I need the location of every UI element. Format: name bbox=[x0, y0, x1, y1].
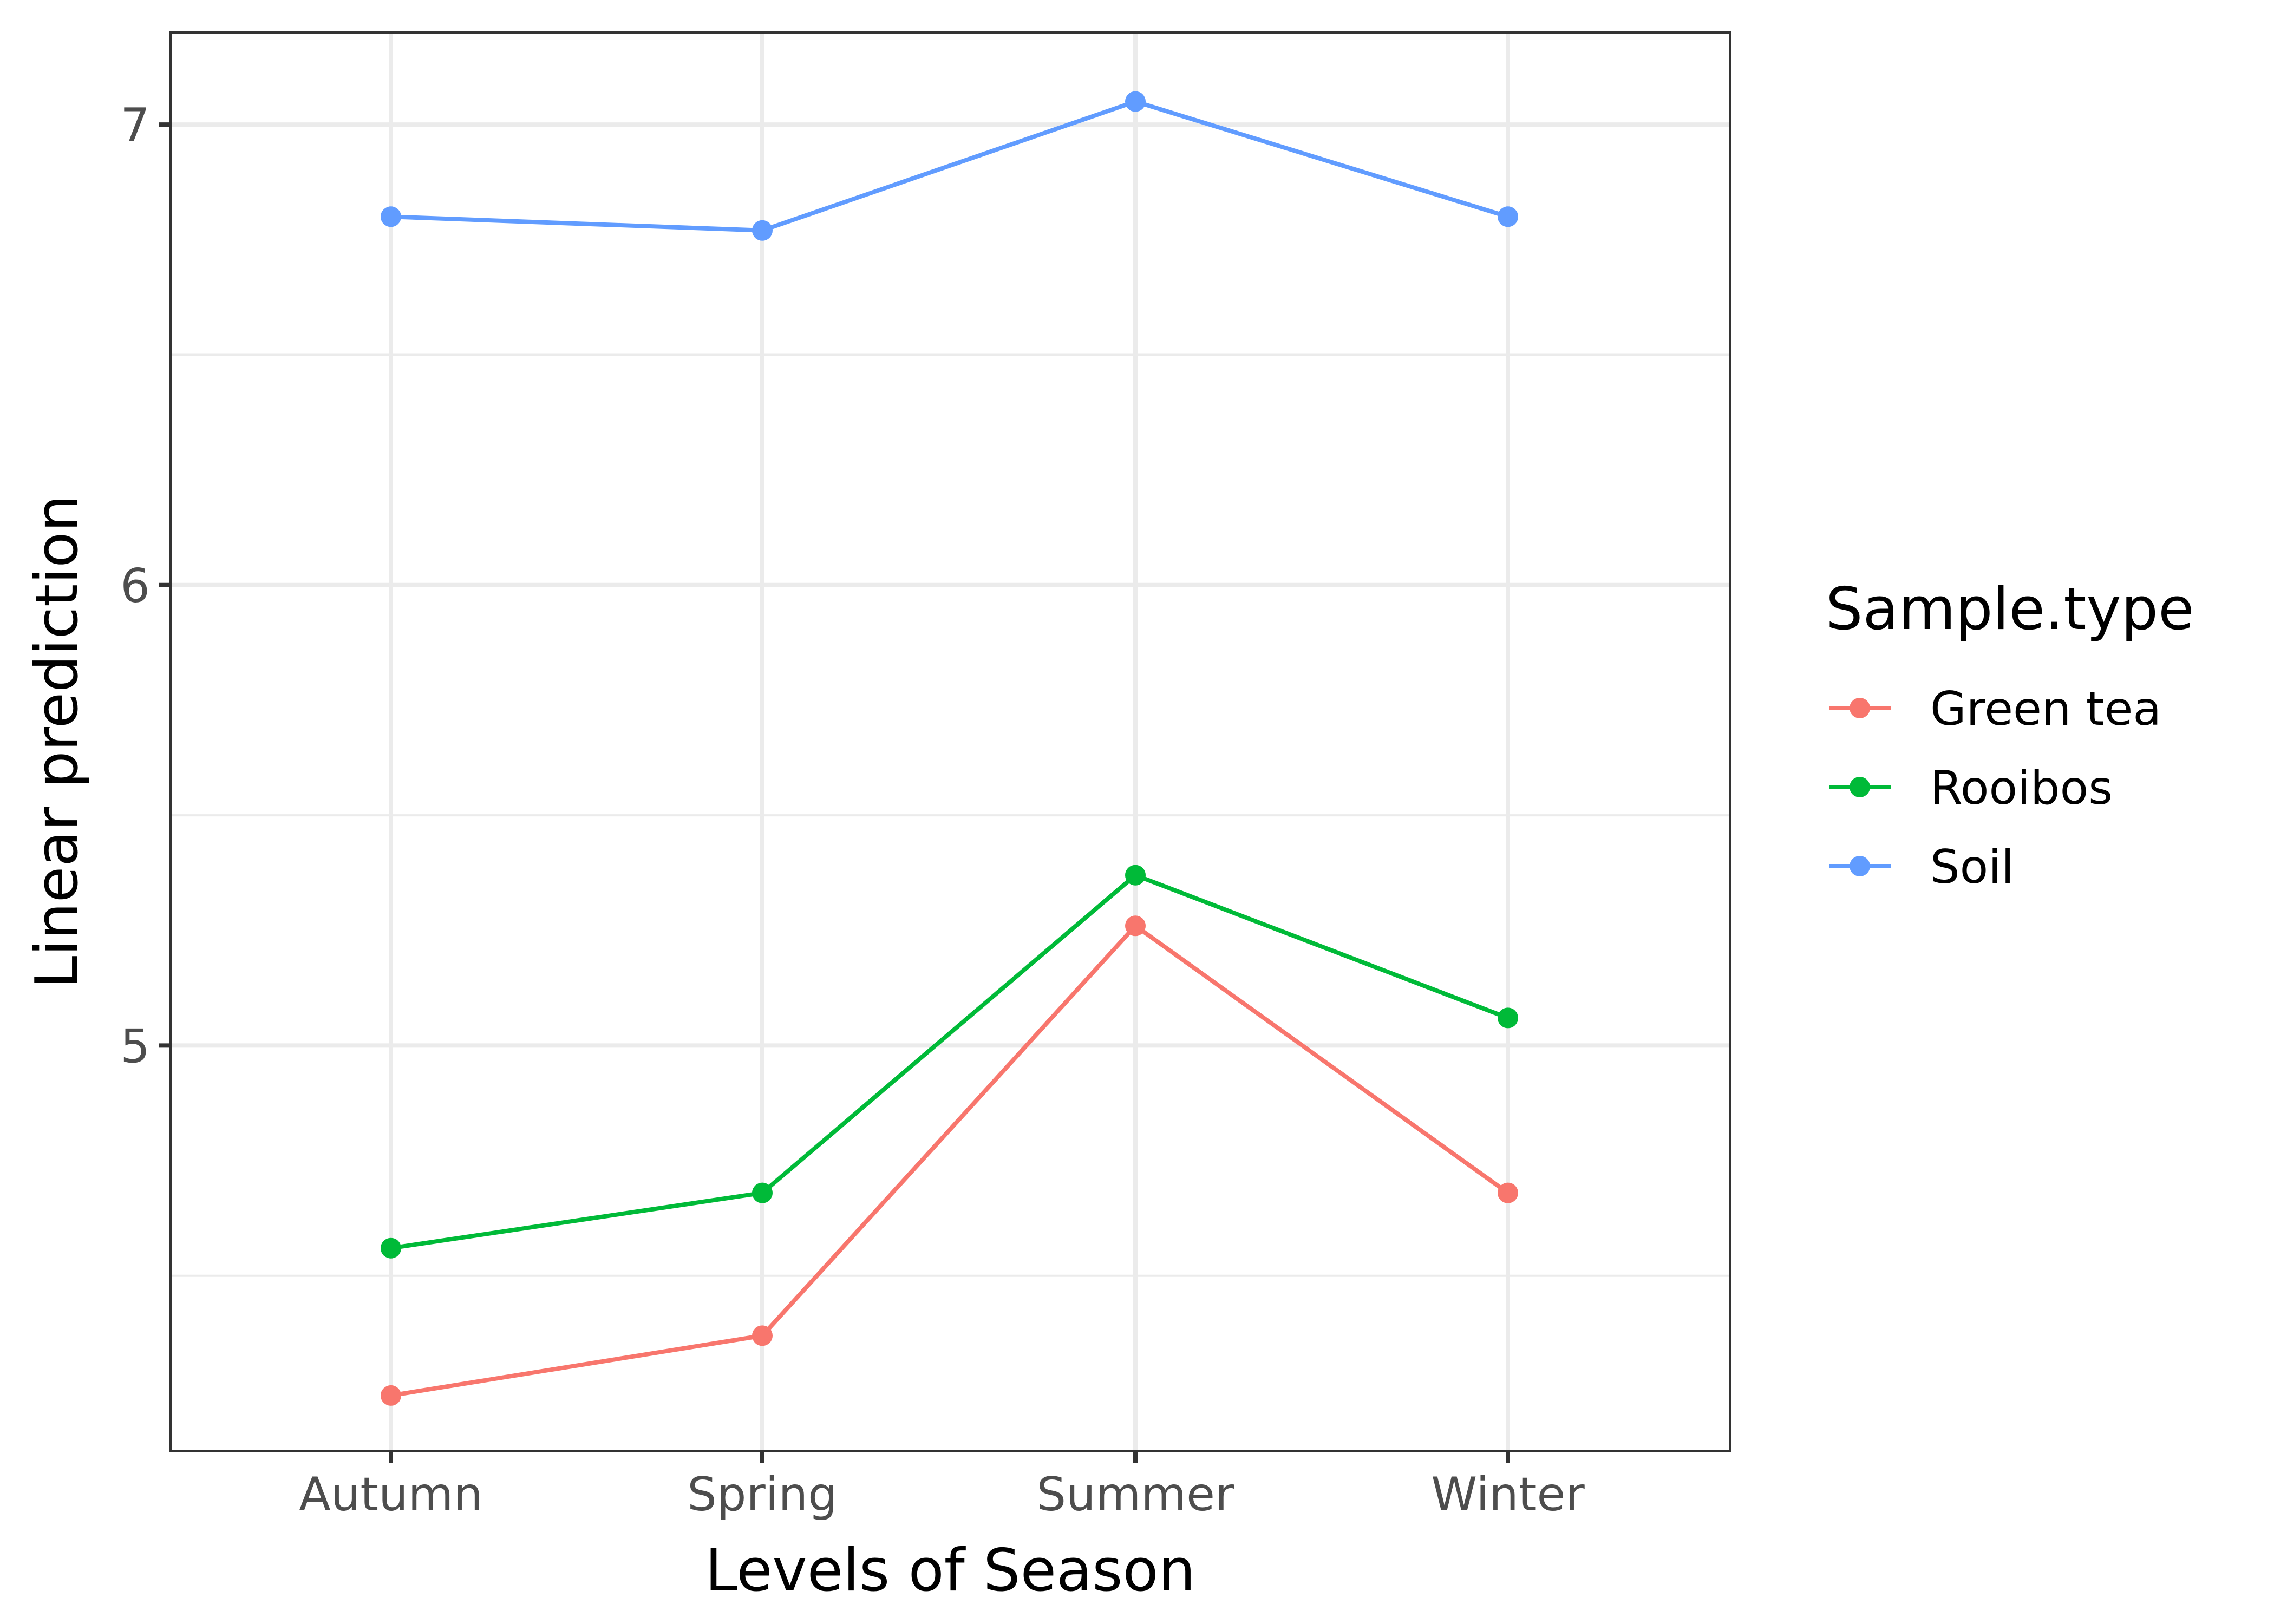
series-line-rooibos bbox=[390, 873, 1509, 1250]
x-axis: Autumn Spring Summer Winter bbox=[299, 1451, 1585, 1522]
data-point-rooibos-summer bbox=[1125, 865, 1146, 886]
y-tick-label: 7 bbox=[120, 99, 150, 153]
x-tick-label: Autumn bbox=[299, 1468, 483, 1522]
series-line-soil bbox=[390, 99, 1509, 233]
y-axis-title: Linear prediction bbox=[23, 495, 91, 988]
series-soil bbox=[381, 91, 1518, 241]
legend-key-point bbox=[1850, 856, 1870, 876]
legend-label: Rooibos bbox=[1930, 761, 2113, 815]
series-rooibos bbox=[381, 865, 1518, 1259]
x-tick-label: Winter bbox=[1431, 1468, 1585, 1522]
minor-gridlines bbox=[171, 353, 1730, 1277]
y-tick-label: 5 bbox=[120, 1019, 150, 1073]
legend-key-point bbox=[1850, 777, 1870, 797]
data-point-green-tea-winter bbox=[1498, 1182, 1518, 1203]
x-axis-title: Levels of Season bbox=[705, 1537, 1195, 1605]
data-point-soil-winter bbox=[1498, 206, 1518, 227]
legend-items: Green tea Rooibos Soil bbox=[1829, 682, 2161, 894]
data-point-green-tea-summer bbox=[1125, 915, 1146, 937]
series-layer bbox=[381, 91, 1518, 1406]
plot-panel bbox=[171, 32, 1730, 1451]
legend-title: Sample.type bbox=[1826, 575, 2194, 643]
legend-label: Soil bbox=[1930, 840, 2014, 894]
legend-item-green-tea: Green tea bbox=[1829, 682, 2161, 736]
series-green-tea bbox=[381, 915, 1518, 1406]
major-gridlines bbox=[171, 32, 1730, 1451]
data-point-rooibos-autumn bbox=[381, 1237, 401, 1259]
legend: Sample.type Green tea Rooibos Soil bbox=[1826, 575, 2194, 894]
legend-label: Green tea bbox=[1930, 682, 2161, 736]
x-tick-label: Spring bbox=[687, 1468, 838, 1522]
data-point-rooibos-spring bbox=[752, 1182, 773, 1203]
data-point-green-tea-spring bbox=[752, 1325, 773, 1346]
data-point-rooibos-winter bbox=[1498, 1007, 1518, 1029]
series-line-green-tea bbox=[390, 924, 1510, 1398]
plot-border bbox=[169, 31, 1731, 1452]
y-axis: 5 6 7 bbox=[120, 99, 171, 1073]
data-point-green-tea-autumn bbox=[381, 1385, 401, 1406]
data-point-soil-spring bbox=[752, 220, 773, 241]
legend-key-point bbox=[1850, 698, 1870, 718]
data-point-soil-summer bbox=[1125, 91, 1146, 112]
x-tick-label: Summer bbox=[1037, 1468, 1235, 1522]
y-tick-label: 6 bbox=[120, 559, 150, 613]
data-point-soil-autumn bbox=[381, 206, 401, 227]
legend-item-soil: Soil bbox=[1829, 840, 2014, 894]
legend-item-rooibos: Rooibos bbox=[1829, 761, 2113, 815]
